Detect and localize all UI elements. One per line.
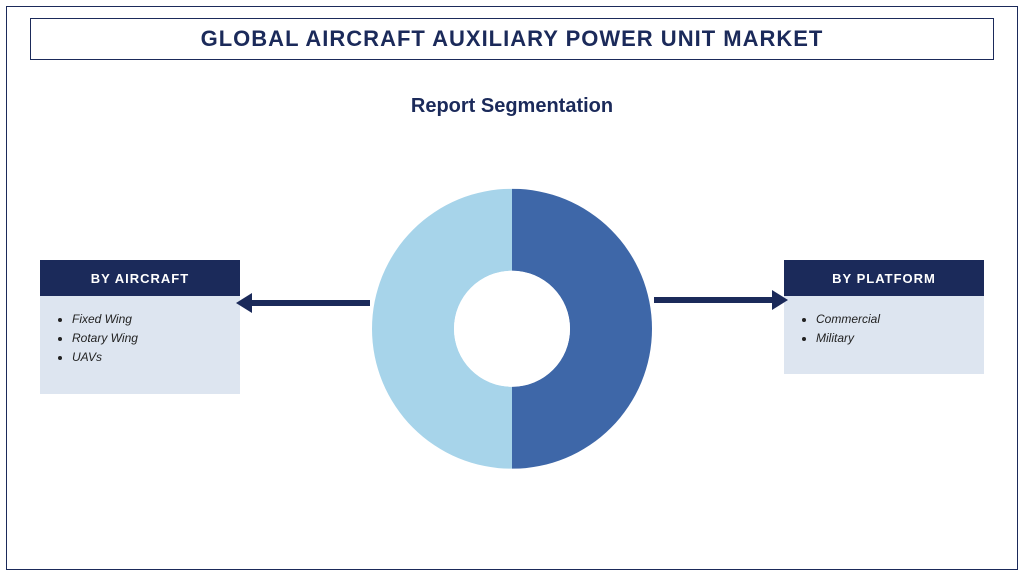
- page-title-bar: GLOBAL AIRCRAFT AUXILIARY POWER UNIT MAR…: [30, 18, 994, 60]
- segment-list-aircraft: Fixed WingRotary WingUAVs: [54, 310, 226, 368]
- segment-header-aircraft: BY AIRCRAFT: [40, 260, 240, 296]
- segment-body-platform: CommercialMilitary: [784, 296, 984, 374]
- page-title: GLOBAL AIRCRAFT AUXILIARY POWER UNIT MAR…: [201, 26, 824, 52]
- list-item: Commercial: [816, 310, 970, 329]
- subtitle: Report Segmentation: [0, 95, 1024, 118]
- segment-body-aircraft: Fixed WingRotary WingUAVs: [40, 296, 240, 394]
- list-item: Fixed Wing: [72, 310, 226, 329]
- segment-by-platform: BY PLATFORM CommercialMilitary: [784, 260, 984, 374]
- segment-by-aircraft: BY AIRCRAFT Fixed WingRotary WingUAVs: [40, 260, 240, 394]
- segment-list-platform: CommercialMilitary: [798, 310, 970, 348]
- list-item: Rotary Wing: [72, 329, 226, 348]
- donut-svg: [372, 189, 652, 469]
- donut-chart: [372, 189, 652, 474]
- list-item: Military: [816, 329, 970, 348]
- arrow-left-icon: [250, 300, 370, 306]
- segment-header-platform: BY PLATFORM: [784, 260, 984, 296]
- arrow-right-icon: [654, 297, 774, 303]
- list-item: UAVs: [72, 348, 226, 367]
